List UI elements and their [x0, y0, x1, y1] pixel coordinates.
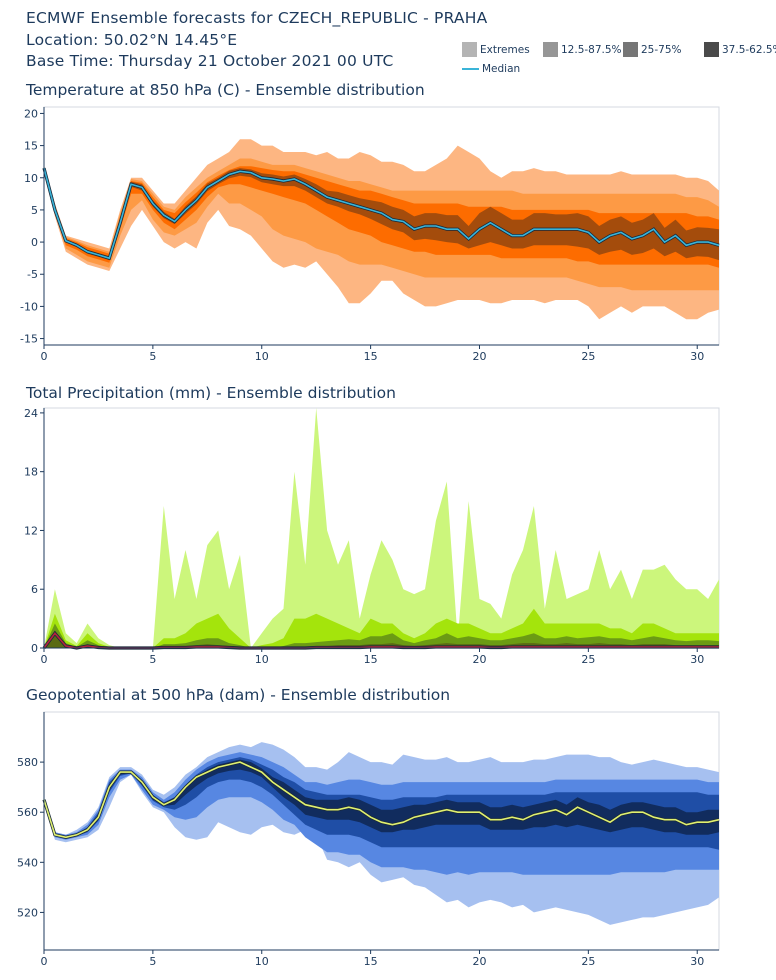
precip-x-tick-label: 15 [364, 653, 378, 666]
temp-y-tick-label: -5 [27, 268, 38, 281]
legend-label-p12: 12.5-87.5% [561, 43, 622, 56]
temp-y-tick-label: -10 [20, 300, 38, 313]
geo-x-tick-label: 5 [149, 955, 156, 968]
chart-header-title: ECMWF Ensemble forecasts for CZECH_REPUB… [26, 9, 488, 27]
temp-median-line [43, 167, 720, 260]
temp-y-tick-label: 15 [24, 140, 38, 153]
geo-y-tick-label: 520 [17, 906, 38, 919]
precip-x-tick-label: 0 [41, 653, 48, 666]
legend-swatch-p12 [543, 42, 558, 57]
temperature-chart-title: Temperature at 850 hPa (C) - Ensemble di… [26, 81, 425, 99]
geo-x-tick-label: 25 [581, 955, 595, 968]
precipitation-chart-title: Total Precipitation (mm) - Ensemble dist… [26, 384, 396, 402]
precip-y-tick-label: 12 [24, 524, 38, 537]
location-label: Location: 50.02°N 14.45°E [26, 31, 238, 49]
temp-y-tick-label: 5 [31, 204, 38, 217]
precip-x-tick-label: 10 [255, 653, 269, 666]
precip-y-tick-label: 0 [31, 642, 38, 655]
geo-x-tick-label: 10 [255, 955, 269, 968]
precip-x-tick-label: 20 [472, 653, 486, 666]
geo-band-37-62 [44, 759, 719, 838]
legend-swatch-extremes [462, 42, 477, 57]
temp-x-tick-label: 0 [41, 350, 48, 363]
precip-y-tick-label: 6 [31, 583, 38, 596]
geo-x-tick-label: 0 [41, 955, 48, 968]
legend-line-median [462, 68, 479, 70]
temp-x-tick-label: 15 [364, 350, 378, 363]
legend-item-p37: 37.5-62.5% [704, 42, 776, 57]
temp-x-tick-label: 25 [581, 350, 595, 363]
legend-label-p37: 37.5-62.5% [722, 43, 776, 56]
precip-y-tick-label: 24 [24, 407, 38, 420]
legend-item-p12: 12.5-87.5% [543, 42, 622, 57]
geo-band-25-75 [44, 757, 719, 850]
legend-item-median: Median [462, 63, 520, 75]
legend-item-extremes: Extremes [462, 42, 530, 57]
geo-x-tick-label: 15 [364, 955, 378, 968]
geopotential-chart-title: Geopotential at 500 hPa (dam) - Ensemble… [26, 686, 451, 704]
geo-y-tick-label: 560 [17, 806, 38, 819]
geo-median-line [43, 761, 720, 839]
legend-label-median: Median [482, 63, 521, 75]
temp-x-tick-label: 5 [149, 350, 156, 363]
temp-x-tick-label: 30 [690, 350, 704, 363]
temp-x-tick-label: 10 [255, 350, 269, 363]
precip-x-tick-label: 30 [690, 653, 704, 666]
geo-x-tick-label: 30 [690, 955, 704, 968]
precip-y-tick-label: 18 [24, 466, 38, 479]
legend-swatch-p25 [623, 42, 638, 57]
temp-y-tick-label: -15 [20, 333, 38, 346]
legend-swatch-p37 [704, 42, 719, 57]
geo-y-tick-label: 580 [17, 756, 38, 769]
base-time-label: Base Time: Thursday 21 October 2021 00 U… [26, 52, 394, 70]
geo-x-tick-label: 20 [472, 955, 486, 968]
temp-y-tick-label: 20 [24, 107, 38, 120]
precip-band-extremes [44, 408, 719, 648]
temp-x-tick-label: 20 [472, 350, 486, 363]
temp-y-tick-label: 0 [31, 236, 38, 249]
legend-item-p25: 25-75% [623, 42, 682, 57]
legend-label-extremes: Extremes [480, 43, 530, 56]
precip-x-tick-label: 5 [149, 653, 156, 666]
precip-band-25-75 [44, 623, 719, 648]
temp-y-tick-label: 10 [24, 172, 38, 185]
legend-label-p25: 25-75% [641, 43, 682, 56]
geo-y-tick-label: 540 [17, 856, 38, 869]
precip-x-tick-label: 25 [581, 653, 595, 666]
